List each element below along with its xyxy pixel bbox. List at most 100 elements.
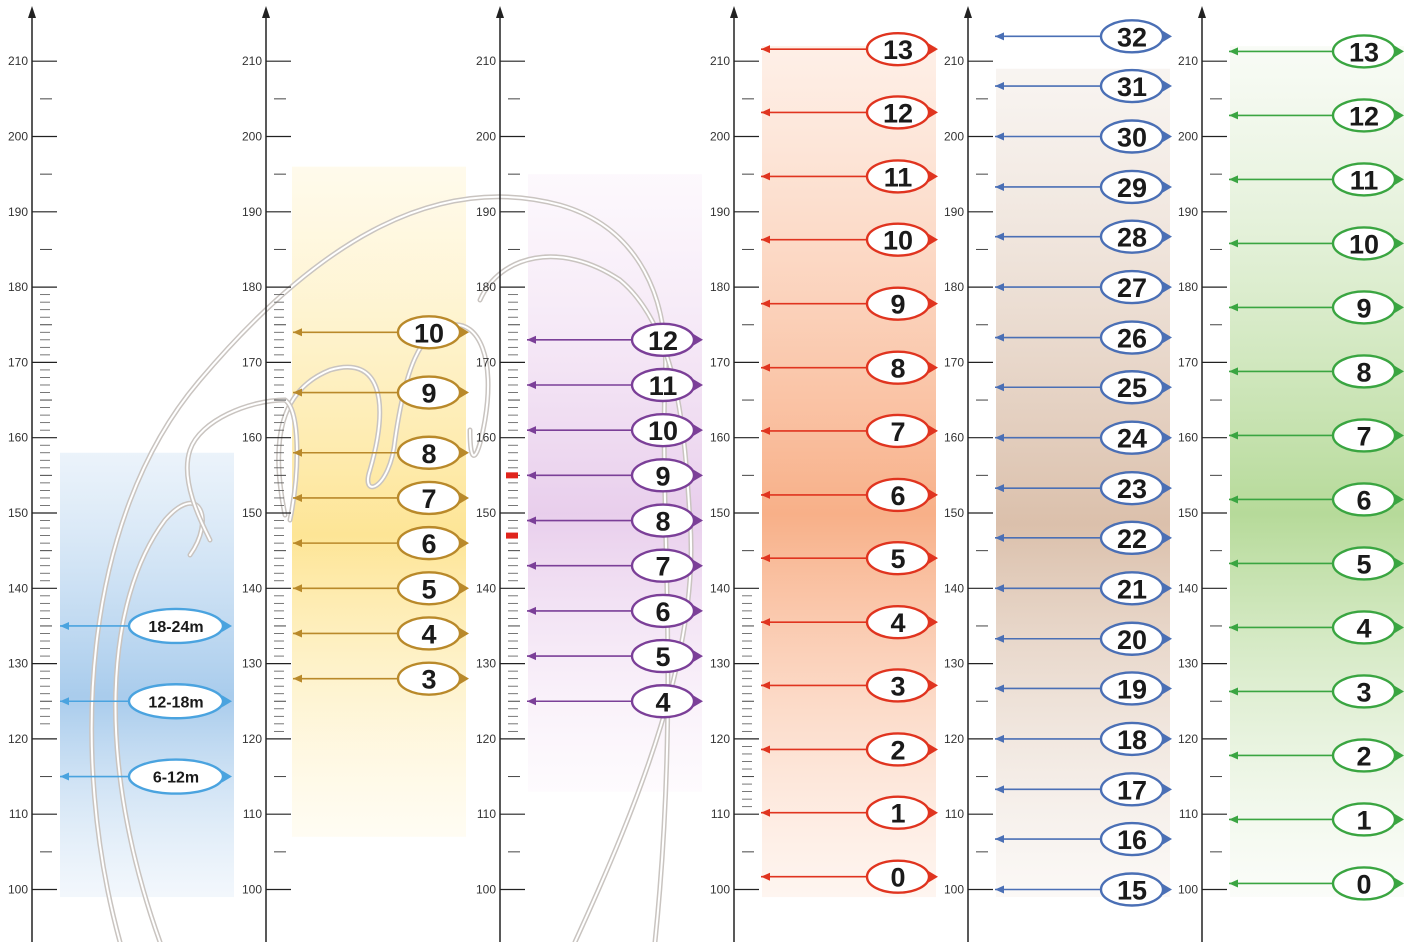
arrow-left-icon <box>995 283 1004 292</box>
tick-label: 120 <box>476 732 496 746</box>
marker-label: 24 <box>1117 424 1147 454</box>
marker-label: 7 <box>421 484 436 514</box>
marker-oval <box>396 616 462 651</box>
arrow-left-icon <box>761 45 770 54</box>
arrow-right-icon <box>1162 381 1172 394</box>
tick-label: 180 <box>1178 280 1198 294</box>
marker-col-6-9: 9 <box>1229 290 1404 325</box>
marker-col-5-28: 28 <box>995 219 1172 254</box>
marker-label: 21 <box>1117 574 1147 604</box>
marker-oval <box>865 350 931 385</box>
arrow-right-icon <box>1162 883 1172 896</box>
arrow-left-icon <box>995 835 1004 844</box>
marker-label: 5 <box>655 642 670 672</box>
marker-oval <box>865 668 931 703</box>
tick-label: 200 <box>8 130 28 144</box>
marker-col-6-0: 0 <box>1229 866 1404 901</box>
marker-label: 6 <box>421 529 436 559</box>
marker-oval <box>1099 772 1165 807</box>
marker-label: 10 <box>648 416 678 446</box>
marker-label: 23 <box>1117 474 1147 504</box>
arrow-right-icon <box>928 743 938 756</box>
tick-label: 130 <box>1178 657 1198 671</box>
marker-oval <box>1331 34 1397 69</box>
marker-oval <box>396 315 462 350</box>
marker-col-4-8: 8 <box>761 350 938 385</box>
marker-oval <box>630 458 696 493</box>
marker-oval <box>1331 226 1397 261</box>
marker-label: 7 <box>890 417 905 447</box>
tick-label: 100 <box>242 883 262 897</box>
marker-label: 12 <box>883 98 913 128</box>
marker-label: 3 <box>421 665 436 695</box>
marker-col-5-24: 24 <box>995 420 1172 455</box>
tick-label: 110 <box>711 807 730 821</box>
arrow-right-icon <box>459 326 469 339</box>
marker-label: 1 <box>1356 805 1371 835</box>
tick-label: 130 <box>8 657 28 671</box>
tick-label: 120 <box>8 732 28 746</box>
marker-label: 27 <box>1117 273 1147 303</box>
arrow-right-icon <box>459 386 469 399</box>
marker-col-6-5: 5 <box>1229 546 1404 581</box>
arrow-right-icon <box>1162 682 1172 695</box>
marker-label: 12 <box>1349 101 1379 131</box>
marker-col-4-10: 10 <box>761 222 938 257</box>
marker-col-4-13: 13 <box>761 31 938 67</box>
tick-label: 130 <box>944 657 964 671</box>
arrow-right-icon <box>459 672 469 685</box>
marker-col-1-12-18m: 12-18m <box>60 683 232 720</box>
marker-oval <box>1099 621 1165 656</box>
tick-label: 120 <box>1178 732 1198 746</box>
column-band-1 <box>60 452 234 898</box>
arrow-right-icon <box>928 170 938 183</box>
axis-arrow-icon <box>964 6 972 18</box>
marker-col-6-13: 13 <box>1229 34 1404 69</box>
marker-col-2-3: 3 <box>293 661 469 696</box>
arrow-left-icon <box>761 363 770 372</box>
marker-col-2-6: 6 <box>293 525 469 561</box>
arrow-left-icon <box>527 380 536 389</box>
marker-label: 5 <box>421 574 436 604</box>
tick-label: 150 <box>710 506 730 520</box>
tick-label: 110 <box>243 807 262 821</box>
axis-arrow-icon <box>28 6 36 18</box>
tick-label: 160 <box>944 431 964 445</box>
tick-label: 120 <box>242 732 262 746</box>
marker-oval <box>1331 418 1397 453</box>
arrow-left-icon <box>1229 815 1238 824</box>
marker-col-5-18: 18 <box>995 721 1172 757</box>
arrow-right-icon <box>1162 30 1172 43</box>
arrow-right-icon <box>1162 331 1172 344</box>
arrow-left-icon <box>995 533 1004 542</box>
arrow-left-icon <box>60 772 69 781</box>
marker-label: 10 <box>414 318 444 348</box>
marker-label: 7 <box>1356 421 1371 451</box>
marker-col-3-4: 4 <box>527 684 703 719</box>
marker-col-3-10: 10 <box>527 412 703 448</box>
marker-col-4-9: 9 <box>761 286 938 321</box>
marker-oval <box>865 795 931 830</box>
arrow-left-icon <box>995 182 1004 191</box>
marker-label: 20 <box>1117 625 1147 655</box>
axis-6: 100 110 120 130 140 150 160 170 180 190 200 210 <box>1178 6 1227 942</box>
measurement-axes: 1001101201301401501601701801902002101001… <box>8 6 1227 942</box>
arrow-right-icon <box>693 333 703 346</box>
tick-label: 200 <box>242 130 262 144</box>
marker-col-1-6-12m: 6-12m <box>60 758 232 795</box>
marker-label: 2 <box>890 735 905 765</box>
guide-curve-inner-4 <box>277 323 489 516</box>
marker-col-5-30: 30 <box>995 119 1172 154</box>
tick-label: 110 <box>9 807 28 821</box>
marker-col-5-31: 31 <box>995 68 1172 104</box>
arrow-left-icon <box>761 235 770 244</box>
tick-label: 210 <box>476 54 496 68</box>
tick-label: 150 <box>8 506 28 520</box>
arrow-right-icon <box>1394 557 1404 570</box>
tick-label: 140 <box>8 581 28 595</box>
marker-col-6-6: 6 <box>1229 482 1404 517</box>
arrow-right-icon <box>1162 732 1172 745</box>
arrow-right-icon <box>1162 431 1172 444</box>
marker-label: 6 <box>655 597 670 627</box>
marker-oval <box>865 477 931 513</box>
